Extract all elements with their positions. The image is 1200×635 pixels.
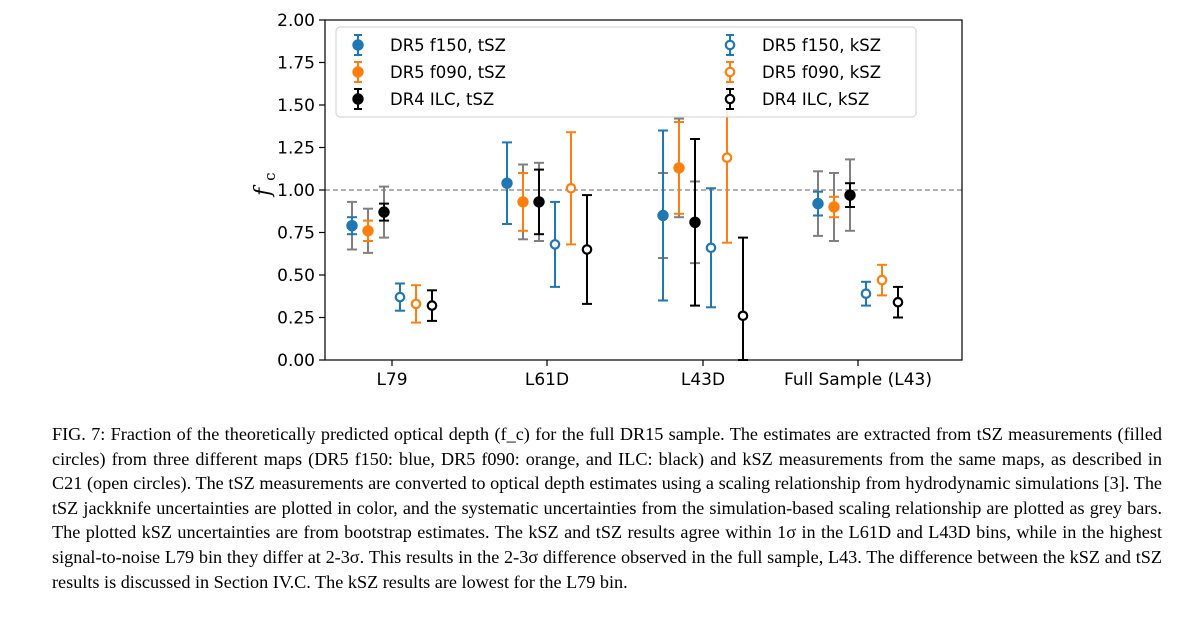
data-point — [565, 183, 577, 194]
y-tick-label: 0.00 — [277, 351, 315, 371]
legend-label: DR4 ILC, kSZ — [762, 90, 869, 109]
y-tick-label: 1.50 — [277, 96, 315, 116]
y-tick-label: 0.25 — [277, 309, 315, 329]
data-point — [549, 239, 561, 250]
y-tick-label: 0.50 — [277, 266, 315, 286]
legend-label: DR5 f090, tSZ — [390, 63, 506, 82]
data-point — [378, 206, 390, 218]
data-point — [517, 196, 529, 208]
data-points — [346, 71, 904, 361]
legend-box — [335, 26, 917, 118]
y-tick-label: 2.00 — [277, 11, 315, 31]
data-point — [892, 296, 904, 308]
data-point — [828, 201, 840, 213]
x-axis-ticks: L79 L61D L43D Full Sample (L43) — [376, 360, 932, 390]
data-point — [394, 291, 406, 303]
data-point — [689, 216, 701, 229]
data-point — [737, 310, 749, 322]
data-point — [410, 298, 422, 310]
data-point — [533, 196, 545, 208]
data-point — [426, 300, 438, 311]
legend-entry: DR5 f090, tSZ — [352, 61, 506, 83]
y-axis-label: f c — [251, 172, 279, 198]
data-point — [362, 225, 374, 237]
error-bar — [738, 236, 748, 361]
legend: DR5 f150, tSZ DR5 f090, tSZ DR4 ILC, tSZ DR… — [335, 26, 917, 118]
legend-label: DR5 f150, kSZ — [762, 36, 881, 55]
legend-label: DR5 f150, tSZ — [390, 36, 506, 55]
y-axis-label-main: f — [251, 184, 276, 198]
data-point — [812, 197, 824, 210]
data-point — [673, 162, 685, 174]
legend-entry: DR4 ILC, tSZ — [352, 88, 494, 110]
figure-7-chart: 0.00 0.25 0.50 0.75 1.00 1.25 1.50 1.75 2.00 L79… — [251, 11, 963, 390]
x-tick-label: L79 — [376, 370, 407, 390]
data-point — [844, 189, 856, 201]
x-tick-label: L43D — [681, 370, 725, 390]
legend-entry: DR5 f150, tSZ — [352, 34, 506, 56]
y-axis-ticks: 0.00 0.25 0.50 0.75 1.00 1.25 1.50 1.75 2.00 — [277, 11, 325, 371]
data-point — [705, 242, 717, 254]
legend-label: DR4 ILC, tSZ — [390, 90, 494, 109]
data-point — [657, 209, 669, 222]
x-tick-label: L61D — [525, 370, 569, 390]
data-point — [721, 152, 733, 163]
data-point — [346, 220, 358, 232]
data-point — [876, 274, 888, 286]
plot-frame — [324, 19, 963, 361]
y-tick-label: 1.00 — [277, 181, 315, 201]
data-point — [860, 288, 872, 299]
y-tick-label: 1.25 — [277, 139, 315, 159]
y-tick-label: 1.75 — [277, 54, 315, 74]
legend-entry: DR5 f090, kSZ — [724, 61, 881, 83]
legend-entry: DR4 ILC, kSZ — [724, 88, 869, 110]
legend-entry: DR5 f150, kSZ — [724, 34, 881, 56]
data-point — [581, 244, 593, 255]
x-tick-label: Full Sample (L43) — [784, 370, 932, 390]
legend-label: DR5 f090, kSZ — [762, 63, 881, 82]
y-axis-label-sub: c — [261, 172, 279, 180]
figure-caption: FIG. 7: Fraction of the theoretically pr… — [52, 424, 1162, 592]
y-tick-label: 0.75 — [277, 224, 315, 244]
data-point — [501, 177, 513, 189]
